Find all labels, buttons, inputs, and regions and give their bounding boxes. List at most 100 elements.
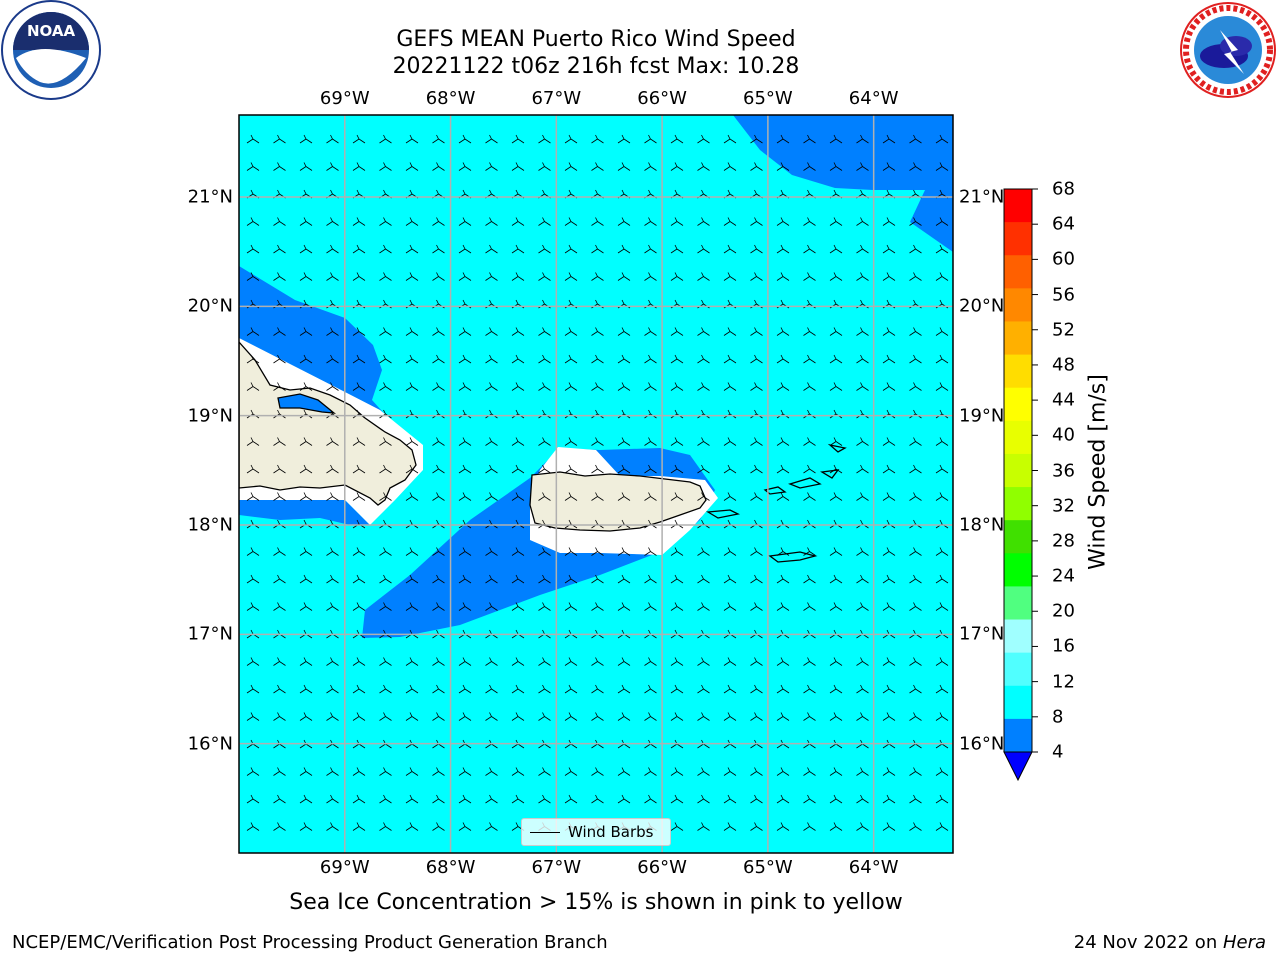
wind-barb <box>723 822 737 831</box>
wind-barb <box>299 134 313 144</box>
lon-tick-top: 69°W <box>319 88 370 109</box>
wind-barb <box>511 382 525 391</box>
lon-tick-top: 67°W <box>531 88 582 109</box>
wind-barb <box>829 162 843 171</box>
wind-barb <box>458 602 472 611</box>
wind-barb <box>538 519 551 529</box>
wind-barb <box>856 712 869 721</box>
lat-tick-right: 21°N <box>959 186 1005 208</box>
wind-barb <box>803 574 816 584</box>
wind-barb <box>432 464 445 474</box>
wind-barb <box>591 272 604 281</box>
wind-barb <box>379 272 392 281</box>
wind-barb <box>485 272 498 281</box>
wind-barb <box>511 217 525 226</box>
wind-barb <box>352 162 366 171</box>
wind-barb <box>856 217 869 226</box>
lon-tick-bottom: 69°W <box>319 857 370 878</box>
wind-barb <box>909 602 922 611</box>
island-virgin-gorda <box>820 469 840 479</box>
wind-barb <box>750 657 763 666</box>
wind-barb <box>273 272 286 281</box>
wind-barb <box>591 437 604 446</box>
wind-barb <box>538 574 551 584</box>
wind-barb <box>432 272 445 281</box>
wind-barb <box>803 519 816 529</box>
wind-barb <box>670 712 684 721</box>
wind-barb <box>697 657 710 666</box>
caption: Sea Ice Concentration > 15% is shown in … <box>289 890 903 915</box>
island-vieques <box>705 509 740 519</box>
wind-barb <box>856 162 869 171</box>
wind-barb <box>617 217 631 226</box>
wind-barb <box>458 574 472 584</box>
wind-barb <box>591 162 604 171</box>
wind-barb <box>829 464 843 474</box>
wind-barb <box>299 244 313 254</box>
wind-barb <box>803 822 816 831</box>
wind-barb <box>723 382 737 391</box>
wind-barb <box>935 437 949 446</box>
wind-barb <box>882 134 896 144</box>
wind-barb <box>538 382 551 391</box>
wind-barb <box>750 547 763 556</box>
wind-barb <box>697 574 710 584</box>
wind-barb <box>723 217 737 226</box>
wind-barb <box>617 244 631 254</box>
wind-barb <box>352 602 366 611</box>
wind-barb <box>856 657 869 666</box>
wind-barb <box>405 354 419 364</box>
wind-barb <box>511 767 525 776</box>
wind-barb <box>697 272 710 281</box>
wind-barb <box>379 327 392 336</box>
wind-barb <box>405 794 419 804</box>
wind-barb <box>697 217 710 226</box>
wind-barb <box>538 162 551 171</box>
noaa-logo: NOAA <box>1 0 101 100</box>
wind-barb <box>273 437 286 446</box>
wind-barb <box>511 574 525 584</box>
wind-barb <box>723 794 737 804</box>
wind-barb <box>405 492 419 501</box>
wind-barb <box>458 244 472 254</box>
wind-barb <box>750 492 763 501</box>
wind-barb <box>776 602 790 611</box>
wind-barb <box>352 547 366 556</box>
wind-barb <box>485 657 498 666</box>
wind-barb <box>246 244 260 254</box>
wind-barb <box>379 519 392 529</box>
wind-barb <box>485 822 498 831</box>
wind-barb <box>723 162 737 171</box>
island-anegada <box>827 443 847 453</box>
wind-barb <box>644 712 657 721</box>
wind-barb <box>750 464 763 474</box>
lat-tick-right: 19°N <box>959 405 1005 427</box>
colorbar-tick: 24 <box>1052 565 1075 587</box>
wind-barb <box>246 602 260 611</box>
colorbar-segment <box>1004 487 1032 521</box>
wind-barb <box>485 794 498 804</box>
wind-barb <box>776 574 790 584</box>
wind-barb <box>538 409 551 419</box>
wind-barb <box>829 657 843 666</box>
colorbar-segment <box>1004 685 1032 720</box>
wind-barb <box>299 657 313 666</box>
wind-barb <box>670 244 684 254</box>
wind-barb <box>564 767 578 776</box>
wind-barb <box>723 464 737 474</box>
wind-barb <box>829 574 843 584</box>
wind-barb <box>379 134 392 144</box>
wind-barb <box>591 519 604 529</box>
wind-barb <box>829 492 843 501</box>
wind-barb <box>273 327 286 336</box>
wind-barb <box>776 382 790 391</box>
wind-barb <box>564 217 578 226</box>
wind-barb <box>617 684 631 694</box>
wind-barb <box>617 327 631 336</box>
wind-barb <box>458 134 472 144</box>
wind-barb <box>882 519 896 529</box>
wind-barb <box>299 767 313 776</box>
wind-barb <box>564 382 578 391</box>
wind-barb <box>326 794 339 804</box>
lon-tick-bottom: 64°W <box>848 857 899 878</box>
